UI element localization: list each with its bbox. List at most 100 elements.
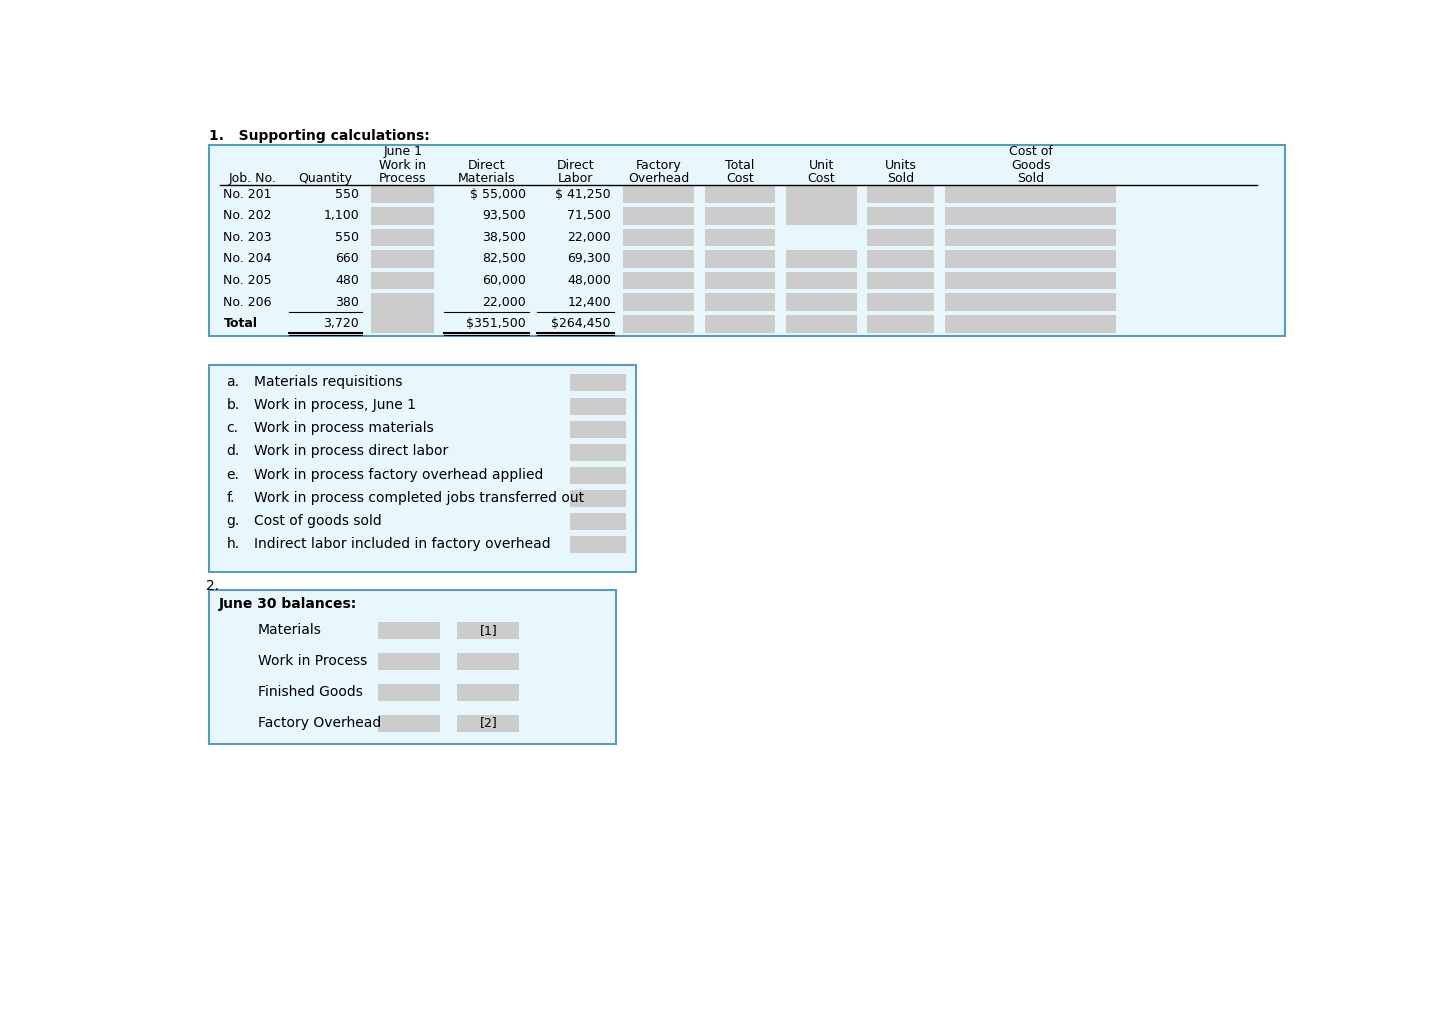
Bar <box>867 294 935 311</box>
Text: Labor: Labor <box>557 172 593 185</box>
Text: Finished Goods: Finished Goods <box>258 685 363 699</box>
Bar <box>458 653 520 671</box>
Bar <box>458 623 520 639</box>
Bar <box>704 207 775 225</box>
Text: Cost: Cost <box>726 172 753 185</box>
Bar <box>945 250 1116 268</box>
Bar <box>786 186 857 225</box>
Text: Cost of: Cost of <box>1008 145 1053 158</box>
Text: Goods: Goods <box>1011 158 1050 172</box>
Text: [2]: [2] <box>480 716 497 729</box>
Bar <box>209 590 616 744</box>
Text: 660: 660 <box>336 253 359 265</box>
Bar <box>570 375 625 391</box>
Bar <box>867 315 935 332</box>
Text: Materials: Materials <box>258 623 321 637</box>
Bar <box>624 207 694 225</box>
Bar <box>867 186 935 203</box>
Bar <box>379 715 441 732</box>
Bar <box>372 207 435 225</box>
Text: Work in process, June 1: Work in process, June 1 <box>255 398 416 412</box>
Text: Total: Total <box>223 317 258 330</box>
Bar <box>786 271 857 290</box>
Text: Cost of goods sold: Cost of goods sold <box>255 514 382 527</box>
Text: Work in process completed jobs transferred out: Work in process completed jobs transferr… <box>255 491 585 505</box>
Text: 3,720: 3,720 <box>323 317 359 330</box>
Text: Sold: Sold <box>887 172 914 185</box>
Bar <box>704 186 775 203</box>
Bar <box>945 315 1116 332</box>
Bar <box>786 250 857 268</box>
Bar <box>624 186 694 203</box>
Bar <box>379 653 441 671</box>
Text: $ 55,000: $ 55,000 <box>469 188 526 201</box>
Bar <box>945 294 1116 311</box>
Text: Materials: Materials <box>458 172 516 185</box>
Bar <box>379 623 441 639</box>
Text: Unit: Unit <box>809 158 834 172</box>
Bar <box>867 250 935 268</box>
Text: 550: 550 <box>336 188 359 201</box>
Bar <box>786 294 857 311</box>
Text: Factory Overhead: Factory Overhead <box>258 715 380 729</box>
Text: 550: 550 <box>336 231 359 244</box>
Text: 1.   Supporting calculations:: 1. Supporting calculations: <box>209 129 431 143</box>
Bar <box>867 271 935 290</box>
Bar <box>704 250 775 268</box>
Text: No. 204: No. 204 <box>223 253 272 265</box>
Bar <box>372 294 435 311</box>
Text: Process: Process <box>379 172 426 185</box>
Text: Sold: Sold <box>1017 172 1044 185</box>
Bar <box>570 397 625 415</box>
Text: 22,000: 22,000 <box>567 231 611 244</box>
Bar <box>704 271 775 290</box>
Bar <box>704 229 775 246</box>
Text: 82,500: 82,500 <box>482 253 526 265</box>
Bar <box>867 229 935 246</box>
Bar <box>624 250 694 268</box>
Bar <box>372 271 435 290</box>
Text: Job. No.: Job. No. <box>228 172 276 185</box>
Bar <box>624 229 694 246</box>
Text: Cost: Cost <box>808 172 835 185</box>
Text: Work in Process: Work in Process <box>258 654 367 668</box>
Text: No. 206: No. 206 <box>223 296 272 309</box>
Bar <box>945 271 1116 290</box>
Bar <box>570 421 625 438</box>
Text: 1,100: 1,100 <box>323 209 359 223</box>
Bar <box>624 315 694 332</box>
Bar <box>372 295 435 332</box>
Text: [1]: [1] <box>480 624 497 637</box>
Text: 93,500: 93,500 <box>482 209 526 223</box>
Text: Units: Units <box>884 158 917 172</box>
Bar <box>786 315 857 332</box>
Bar <box>704 315 775 332</box>
Text: c.: c. <box>226 422 239 436</box>
Bar <box>209 145 1284 336</box>
Text: e.: e. <box>226 467 239 482</box>
Text: June 30 balances:: June 30 balances: <box>219 597 357 611</box>
Bar <box>945 229 1116 246</box>
Bar <box>458 715 520 732</box>
Text: Work in process factory overhead applied: Work in process factory overhead applied <box>255 467 544 482</box>
Bar <box>704 294 775 311</box>
Bar <box>372 229 435 246</box>
Text: Total: Total <box>726 158 755 172</box>
Text: Direct: Direct <box>556 158 595 172</box>
Bar <box>624 271 694 290</box>
Bar <box>867 207 935 225</box>
Text: Materials requisitions: Materials requisitions <box>255 375 403 389</box>
Text: d.: d. <box>226 444 239 458</box>
Bar <box>624 294 694 311</box>
Bar <box>209 365 635 572</box>
Text: June 1: June 1 <box>383 145 422 158</box>
Bar <box>379 684 441 701</box>
Text: $ 41,250: $ 41,250 <box>556 188 611 201</box>
Text: No. 203: No. 203 <box>223 231 272 244</box>
Text: Indirect labor included in factory overhead: Indirect labor included in factory overh… <box>255 536 552 551</box>
Text: Quantity: Quantity <box>298 172 353 185</box>
Text: 60,000: 60,000 <box>482 274 526 288</box>
Text: No. 201: No. 201 <box>223 188 272 201</box>
Text: No. 202: No. 202 <box>223 209 272 223</box>
Text: 12,400: 12,400 <box>567 296 611 309</box>
